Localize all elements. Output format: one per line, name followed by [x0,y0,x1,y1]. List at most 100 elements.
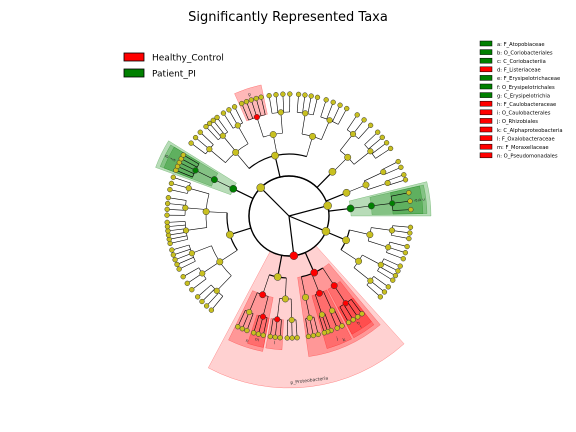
tree-branch [320,99,327,118]
key-entry: f: O_Erysipelotrichales [497,85,555,91]
taxon-node [281,295,289,303]
tree-branch [347,301,358,318]
tree-branches [167,94,411,338]
taxon-node [231,104,238,110]
biomarker-node [274,316,281,323]
tree-branch [340,249,359,262]
biomarker-node [210,176,218,184]
taxon-node [164,212,170,218]
tree-branch [353,267,371,281]
key-swatch [479,57,493,64]
taxon-node [226,230,234,239]
biomarker-node [315,289,323,297]
taxon-node [408,206,414,213]
taxon-node [188,140,194,146]
tree-branch [288,205,328,217]
tree-branch [170,239,188,244]
taxon-node [246,309,253,316]
key-entry: d: F_Listeriaceae [497,68,541,74]
taxon-node [239,100,245,107]
taxon-node [395,268,401,274]
taxon-node [206,120,213,127]
taxon-node [208,307,215,313]
biomarker-node [192,167,199,174]
key-swatch [479,83,493,90]
key-swatch [479,152,493,159]
tree-branch [288,215,327,232]
taxon-node [256,183,265,192]
tree-branch [213,120,225,135]
taxon-node [255,331,262,337]
key-swatch [479,49,493,55]
tree-branch [168,197,187,201]
tree-branch [167,224,186,227]
tree-branch [276,298,280,320]
tree-branch [323,291,333,311]
taxon-node [258,94,264,100]
tree-branch [260,187,290,217]
biomarker-node [289,251,299,260]
biomarker-node [346,204,355,213]
taxon-node [289,335,295,341]
taxon-node [384,179,391,187]
tree-branch [329,311,338,329]
key-swatch [479,118,493,124]
legend-swatch-patient_pi [123,68,145,78]
legend-label: Patient_PI [152,70,196,80]
taxon-node [344,105,350,112]
taxon-node [397,263,403,269]
tree-branch [311,273,320,294]
biomarker-node [229,184,238,193]
taxon-node [167,186,173,193]
tree-branch [333,285,346,304]
sector-label: p_Proteobacteria [290,375,329,386]
tree-branch [255,98,262,116]
tree-branch [237,125,249,144]
taxon-node [170,252,177,258]
key-swatch [479,143,493,150]
taxon-node [226,107,232,113]
taxon-node [284,335,290,341]
tree-branch [219,249,238,263]
key-swatch [479,109,493,116]
biomarker-node [342,300,349,307]
tree-branch [302,95,306,113]
tree-branch [379,266,396,276]
tree-branch [169,235,187,240]
taxon-node [323,97,329,103]
taxon-node [180,152,186,158]
tree-branch [339,133,354,151]
tree-branch [222,135,237,153]
taxon-node [345,319,352,326]
tree-branch [372,142,387,154]
clade-highlight-b [369,184,428,215]
tree-branch [318,315,325,333]
key-entry: h: F_Caulobacteraceae [497,102,556,108]
tree-branch [377,270,393,281]
taxon-node [344,153,352,161]
tree-branch [262,274,270,295]
tree-branch [262,296,269,317]
taxon-node [407,230,413,236]
taxon-node [220,110,227,116]
taxon-node [188,250,195,257]
tree-branch [191,245,212,254]
taxon-node [194,294,201,300]
sector-label: i [359,324,363,330]
taxon-node [172,257,178,263]
tree-branch [209,123,222,138]
taxon-node [219,132,226,139]
tree-branch [176,257,194,265]
tree-branch [177,166,195,174]
sector-label: l [274,340,276,346]
taxon-node [380,168,387,176]
tree-branch [290,298,293,320]
tree-branch [169,189,188,194]
tree-branch [269,318,274,337]
taxon-node [182,227,190,234]
taxon-node [362,181,370,189]
tree-branch [173,177,191,184]
taxon-node [361,117,367,123]
tree-branch [306,136,313,157]
sector-label: a [414,198,419,202]
